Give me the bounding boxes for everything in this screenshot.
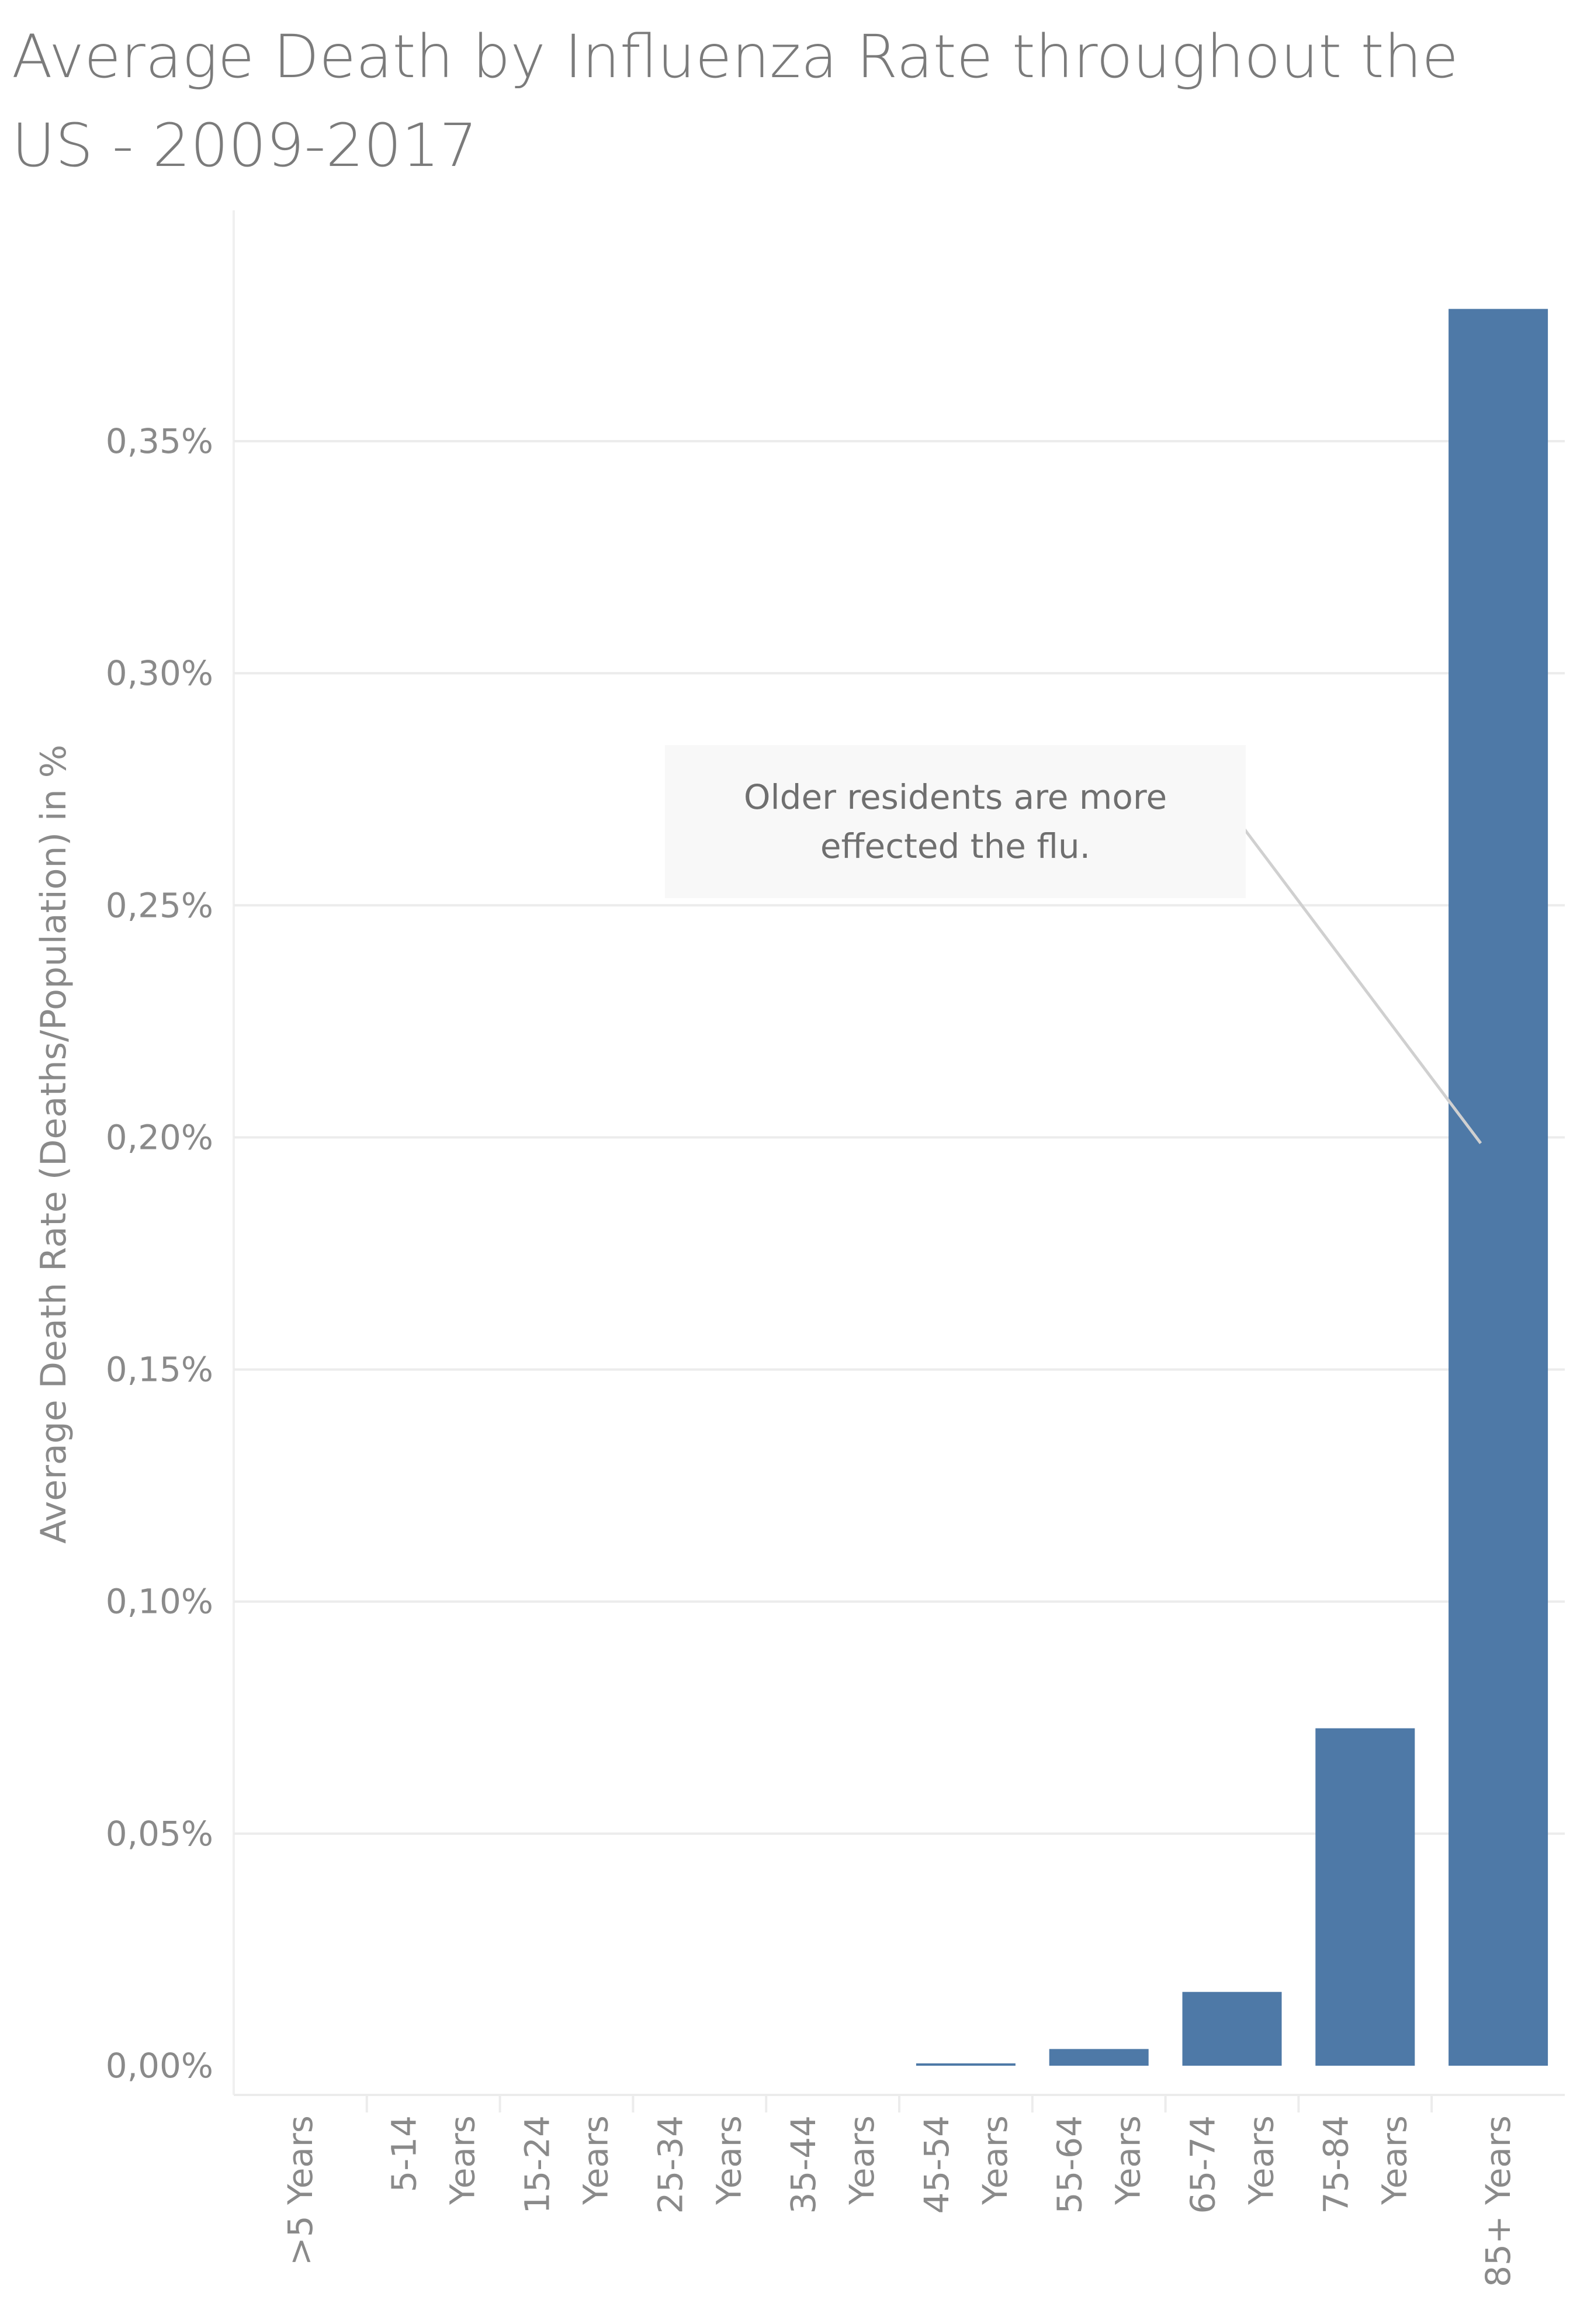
y-tick-label: 0,20% (106, 1117, 213, 1157)
y-tick-label: 0,05% (106, 1814, 213, 1854)
x-tick-label-line: Years (1108, 2115, 1148, 2205)
x-tick-label-line: Years (1374, 2115, 1414, 2205)
x-tick-label-line: 45-54 (917, 2115, 957, 2214)
x-tick-label-line: Years (975, 2115, 1015, 2205)
x-tick-label: 55-64 Years (1050, 2115, 1148, 2214)
bar-55-64-years[interactable] (1049, 2049, 1149, 2066)
x-tick-label-line: 75-84 (1316, 2115, 1356, 2214)
x-tick-label-line: 85+ Years (1478, 2115, 1518, 2287)
x-tick-label: 15-24 Years (518, 2115, 616, 2214)
bar-65-74-years[interactable] (1182, 1991, 1282, 2066)
bars (916, 309, 1548, 2066)
x-tick-label-line: Years (842, 2115, 882, 2205)
x-tick-label-line: Years (709, 2115, 749, 2205)
x-tick-label-line: Years (443, 2115, 483, 2205)
y-tick-label: 0,25% (106, 885, 213, 925)
x-tick-label: 65-74 Years (1183, 2115, 1281, 2214)
x-tick-labels: >5 Years 5-14 Years 15-24 Years 25-34 Years 35-… (280, 2115, 1518, 2287)
x-tick-label: 35-44 Years (784, 2115, 882, 2214)
gridlines (233, 210, 1565, 2112)
y-axis-label: Average Death Rate (Deaths/Population) i… (33, 744, 74, 1543)
annotation-box: Older residents are more effected the fl… (665, 745, 1246, 898)
x-tick-label: 5-14 Years (384, 2115, 483, 2205)
y-tick-label: 0,15% (106, 1350, 213, 1390)
x-tick-label-line: 15-24 (518, 2115, 557, 2214)
x-tick-label: 25-34 Years (650, 2115, 749, 2214)
x-tick-label-line: 55-64 (1050, 2115, 1090, 2214)
y-tick-label: 0,35% (106, 421, 213, 461)
bar-75-84-years[interactable] (1315, 1728, 1415, 2066)
x-tick-label: >5 Years (280, 2115, 320, 2266)
bar-85-years[interactable] (1449, 309, 1548, 2066)
y-tick-label: 0,30% (106, 653, 213, 693)
x-tick-label-line: Years (576, 2115, 616, 2205)
y-tick-label: 0,10% (106, 1582, 213, 1622)
y-tick-labels: 0,00% 0,05% 0,10% 0,15% 0,20% 0,25% 0,30% 0,35% (106, 421, 213, 2086)
y-tick-label: 0,00% (106, 2046, 213, 2086)
bar-45-54-years[interactable] (916, 2063, 1016, 2066)
x-tick-label-line: 25-34 (650, 2115, 690, 2214)
x-tick-label-line: >5 Years (280, 2115, 320, 2266)
x-tick-label: 75-84 Years (1316, 2115, 1414, 2214)
x-tick-label-line: 35-44 (784, 2115, 823, 2214)
x-tick-label-line: Years (1242, 2115, 1281, 2205)
annotation-pointer-line (1227, 806, 1482, 1144)
x-tick-label: 45-54 Years (917, 2115, 1015, 2214)
chart-title: Average Death by Influenza Rate througho… (12, 22, 1459, 181)
x-tick-label: 85+ Years (1478, 2115, 1518, 2287)
annotation-text: Older residents are more effected the fl… (743, 777, 1167, 866)
x-tick-label-line: 5-14 (384, 2115, 424, 2193)
x-tick-label-line: 65-74 (1183, 2115, 1223, 2214)
